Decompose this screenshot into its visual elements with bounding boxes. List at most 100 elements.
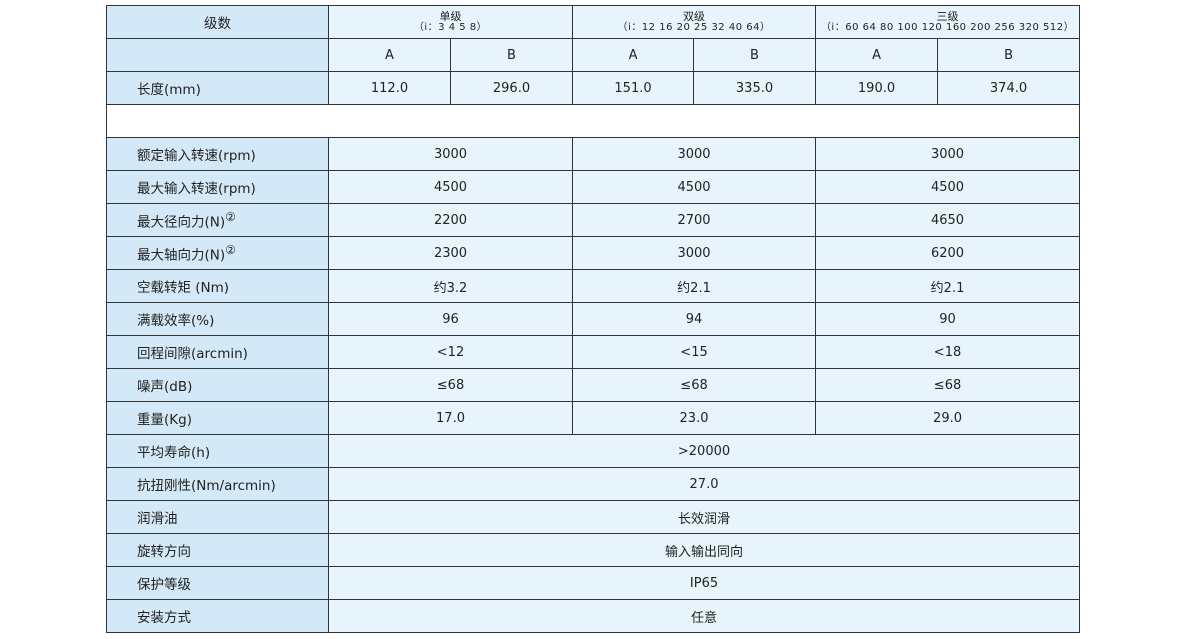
group-triple: 三级 （i：60 64 80 100 120 160 200 256 320 51… [815,5,1081,39]
row-label: 回程间隙(arcmin) [106,335,329,369]
row-label: 润滑油 [106,500,329,534]
spec-row: 安装方式 任意 [106,599,1081,633]
group-name: 单级 [439,10,462,23]
cell: 任意 [327,599,1081,633]
cell: <12 [327,335,574,369]
cell: 112.0 [328,71,451,105]
row-label: 长度(mm) [106,71,329,105]
sub-col: B [937,38,1081,72]
group-double: 双级 （i：12 16 20 25 32 40 64） [572,5,817,39]
cell: 输入输出同向 [327,533,1081,567]
sub-col: B [449,38,574,72]
cell: 3000 [572,137,817,171]
cell: 296.0 [449,71,574,105]
group-single: 单级 （i：3 4 5 8） [327,5,574,39]
row-label: 重量(Kg) [106,401,329,435]
spec-table: 级数 单级 （i：3 4 5 8） 双级 （i：12 16 20 25 32 40 … [105,5,1081,633]
row-label-text: 最大输入转速(rpm) [137,181,256,197]
group-ratios: （i：12 16 20 25 32 40 64） [617,22,771,33]
cell: 3000 [327,137,574,171]
row-label-text: 满载效率(%) [137,313,215,329]
cell: 4500 [327,170,574,204]
cell: 17.0 [327,401,574,435]
cell: 96 [327,302,574,336]
cell: 约2.1 [815,269,1081,303]
row-label: 最大输入转速(rpm) [106,170,329,204]
row-label: 保护等级 [106,566,329,600]
cell: 长效润滑 [327,500,1081,534]
row-label: 平均寿命(h) [106,434,329,468]
sub-col: A [328,38,451,72]
row-label: 噪声(dB) [106,368,329,402]
cell: 151.0 [572,71,695,105]
sub-col: A [815,38,939,72]
cell: >20000 [327,434,1081,468]
cell: 94 [572,302,817,336]
blank-cell [105,104,1081,138]
row-label-text: 最大径向力(N) [137,214,226,231]
cell: 4500 [572,170,817,204]
row-label-text: 额定输入转速(rpm) [137,148,256,164]
row-label-text: 空载转矩 (Nm) [137,280,230,296]
cell: <15 [572,335,817,369]
row-label: 最大轴向力(N)② [106,236,329,270]
cell: 2700 [572,203,817,237]
cell: 4500 [815,170,1081,204]
cell: 6200 [815,236,1081,270]
cell: ≤68 [327,368,574,402]
sub-col: B [693,38,817,72]
cell: 2200 [327,203,574,237]
group-ratios: （i：3 4 5 8） [413,22,488,33]
cell: 90 [815,302,1081,336]
spec-row: 润滑油 长效润滑 [106,500,1081,534]
footnote-marker: ② [225,242,236,257]
row-label: 额定输入转速(rpm) [106,137,329,171]
subheader-label [106,38,329,72]
group-name: 双级 [683,10,706,23]
row-label-text: 重量(Kg) [137,412,192,428]
cell: 29.0 [815,401,1081,435]
cell: <18 [815,335,1081,369]
cell: ≤68 [815,368,1081,402]
row-label-text: 最大轴向力(N) [137,247,226,264]
cell: 23.0 [572,401,817,435]
cell: 4650 [815,203,1081,237]
sub-col: A [572,38,695,72]
row-label: 旋转方向 [106,533,329,567]
length-row: 长度(mm) 112.0 296.0 151.0 335.0 190.0 374… [106,71,1081,105]
cell: 约3.2 [327,269,574,303]
subheader-row: A B A B A B [106,38,1081,72]
cell: 约2.1 [572,269,817,303]
row-label: 满载效率(%) [106,302,329,336]
spec-row: 额定输入转速(rpm) 3000 3000 3000 [106,137,1081,171]
header-row: 级数 单级 （i：3 4 5 8） 双级 （i：12 16 20 25 32 40 … [106,5,1081,39]
cell: 374.0 [937,71,1081,105]
cell: 27.0 [327,467,1081,501]
spec-row: 空载转矩 (Nm) 约3.2 约2.1 约2.1 [106,269,1081,303]
cell: IP65 [327,566,1081,600]
spec-row: 最大径向力(N)② 2200 2700 4650 [106,203,1081,237]
spec-row: 重量(Kg) 17.0 23.0 29.0 [106,401,1081,435]
cell: 3000 [815,137,1081,171]
row-label-text: 噪声(dB) [137,379,193,395]
spec-row: 保护等级 IP65 [106,566,1081,600]
blank-row [105,104,1081,138]
row-label: 安装方式 [106,599,329,633]
cell: 190.0 [815,71,939,105]
header-label: 级数 [106,5,329,39]
cell: ≤68 [572,368,817,402]
footnote-marker: ② [225,209,236,224]
spec-row: 满载效率(%) 96 94 90 [106,302,1081,336]
spec-row: 抗扭刚性(Nm/arcmin) 27.0 [106,467,1081,501]
spec-row: 平均寿命(h) >20000 [106,434,1081,468]
row-label-text: 回程间隙(arcmin) [137,346,248,362]
row-label: 抗扭刚性(Nm/arcmin) [106,467,329,501]
cell: 3000 [572,236,817,270]
spec-row: 最大轴向力(N)② 2300 3000 6200 [106,236,1081,270]
group-ratios: （i：60 64 80 100 120 160 200 256 320 512） [820,22,1075,33]
spec-row: 最大输入转速(rpm) 4500 4500 4500 [106,170,1081,204]
cell: 335.0 [693,71,817,105]
row-label: 空载转矩 (Nm) [106,269,329,303]
spec-row: 噪声(dB) ≤68 ≤68 ≤68 [106,368,1081,402]
spec-row: 回程间隙(arcmin) <12 <15 <18 [106,335,1081,369]
